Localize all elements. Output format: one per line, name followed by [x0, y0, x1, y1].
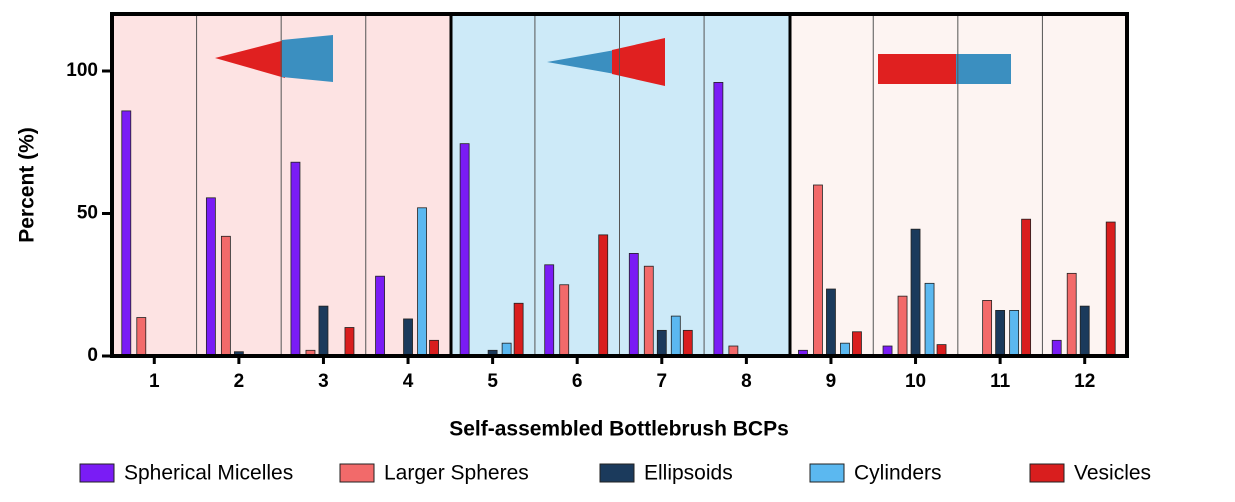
bar	[852, 331, 862, 357]
x-tick-label: 11	[990, 371, 1011, 392]
x-axis-title: Self-assembled Bottlebrush BCPs	[449, 418, 789, 441]
bar	[121, 110, 132, 357]
x-tick-label: 1	[149, 371, 160, 392]
bar	[982, 300, 993, 357]
legend-swatch	[339, 463, 375, 483]
bar	[670, 315, 681, 357]
bar	[995, 309, 1006, 357]
bar	[205, 197, 216, 357]
x-tick-label: 9	[826, 371, 837, 392]
bar	[656, 329, 667, 357]
legend-label: Vesicles	[1074, 462, 1151, 485]
x-tick-label: 12	[1074, 371, 1095, 392]
bar	[897, 295, 908, 357]
bar	[1066, 272, 1077, 357]
x-tick-label: 2	[234, 371, 245, 392]
bar	[826, 288, 836, 357]
bar	[682, 329, 693, 357]
bar	[513, 302, 524, 357]
x-tick-label: 6	[572, 371, 583, 392]
bar	[924, 282, 935, 357]
legend-label: Cylinders	[854, 462, 942, 485]
decor	[956, 54, 1011, 84]
bar	[136, 317, 147, 357]
bar	[628, 252, 639, 357]
bar	[1079, 305, 1090, 357]
bar	[910, 228, 921, 357]
legend-label: Larger Spheres	[384, 462, 529, 485]
legend-swatch	[599, 463, 635, 483]
decor	[215, 40, 285, 78]
bar	[375, 275, 385, 357]
decor	[878, 54, 958, 84]
decor	[547, 50, 615, 74]
decor	[282, 35, 333, 82]
y-tick-label: 0	[87, 345, 98, 366]
y-tick-label: 50	[77, 203, 98, 224]
y-tick-label: 100	[66, 60, 98, 81]
x-tick-label: 8	[741, 371, 752, 392]
bar	[318, 305, 329, 357]
decor	[612, 38, 665, 86]
bar	[1021, 218, 1032, 357]
bar	[220, 235, 231, 357]
bar	[459, 143, 470, 357]
legend-label: Spherical Micelles	[124, 462, 293, 485]
bar	[559, 284, 570, 357]
bar	[344, 327, 355, 357]
bar	[417, 207, 427, 357]
legend-label: Ellipsoids	[644, 462, 733, 485]
bar	[544, 264, 555, 357]
legend-swatch	[809, 463, 845, 483]
bar	[598, 234, 609, 357]
x-tick-label: 5	[487, 371, 498, 392]
x-tick-label: 7	[657, 371, 668, 392]
x-tick-label: 4	[403, 371, 414, 392]
y-axis-title: Percent (%)	[16, 127, 39, 243]
bar	[403, 318, 413, 357]
legend-swatch	[1029, 463, 1065, 483]
x-tick-label: 3	[318, 371, 329, 392]
legend-swatch	[79, 463, 115, 483]
bar	[290, 161, 301, 357]
plot-frame	[110, 12, 1129, 358]
bar	[1009, 309, 1020, 357]
bar	[1051, 339, 1062, 357]
x-tick-label: 10	[905, 371, 926, 392]
bar	[813, 184, 823, 357]
bar	[713, 82, 724, 357]
bar	[1105, 221, 1116, 357]
bar	[429, 339, 439, 357]
bar	[643, 265, 654, 357]
